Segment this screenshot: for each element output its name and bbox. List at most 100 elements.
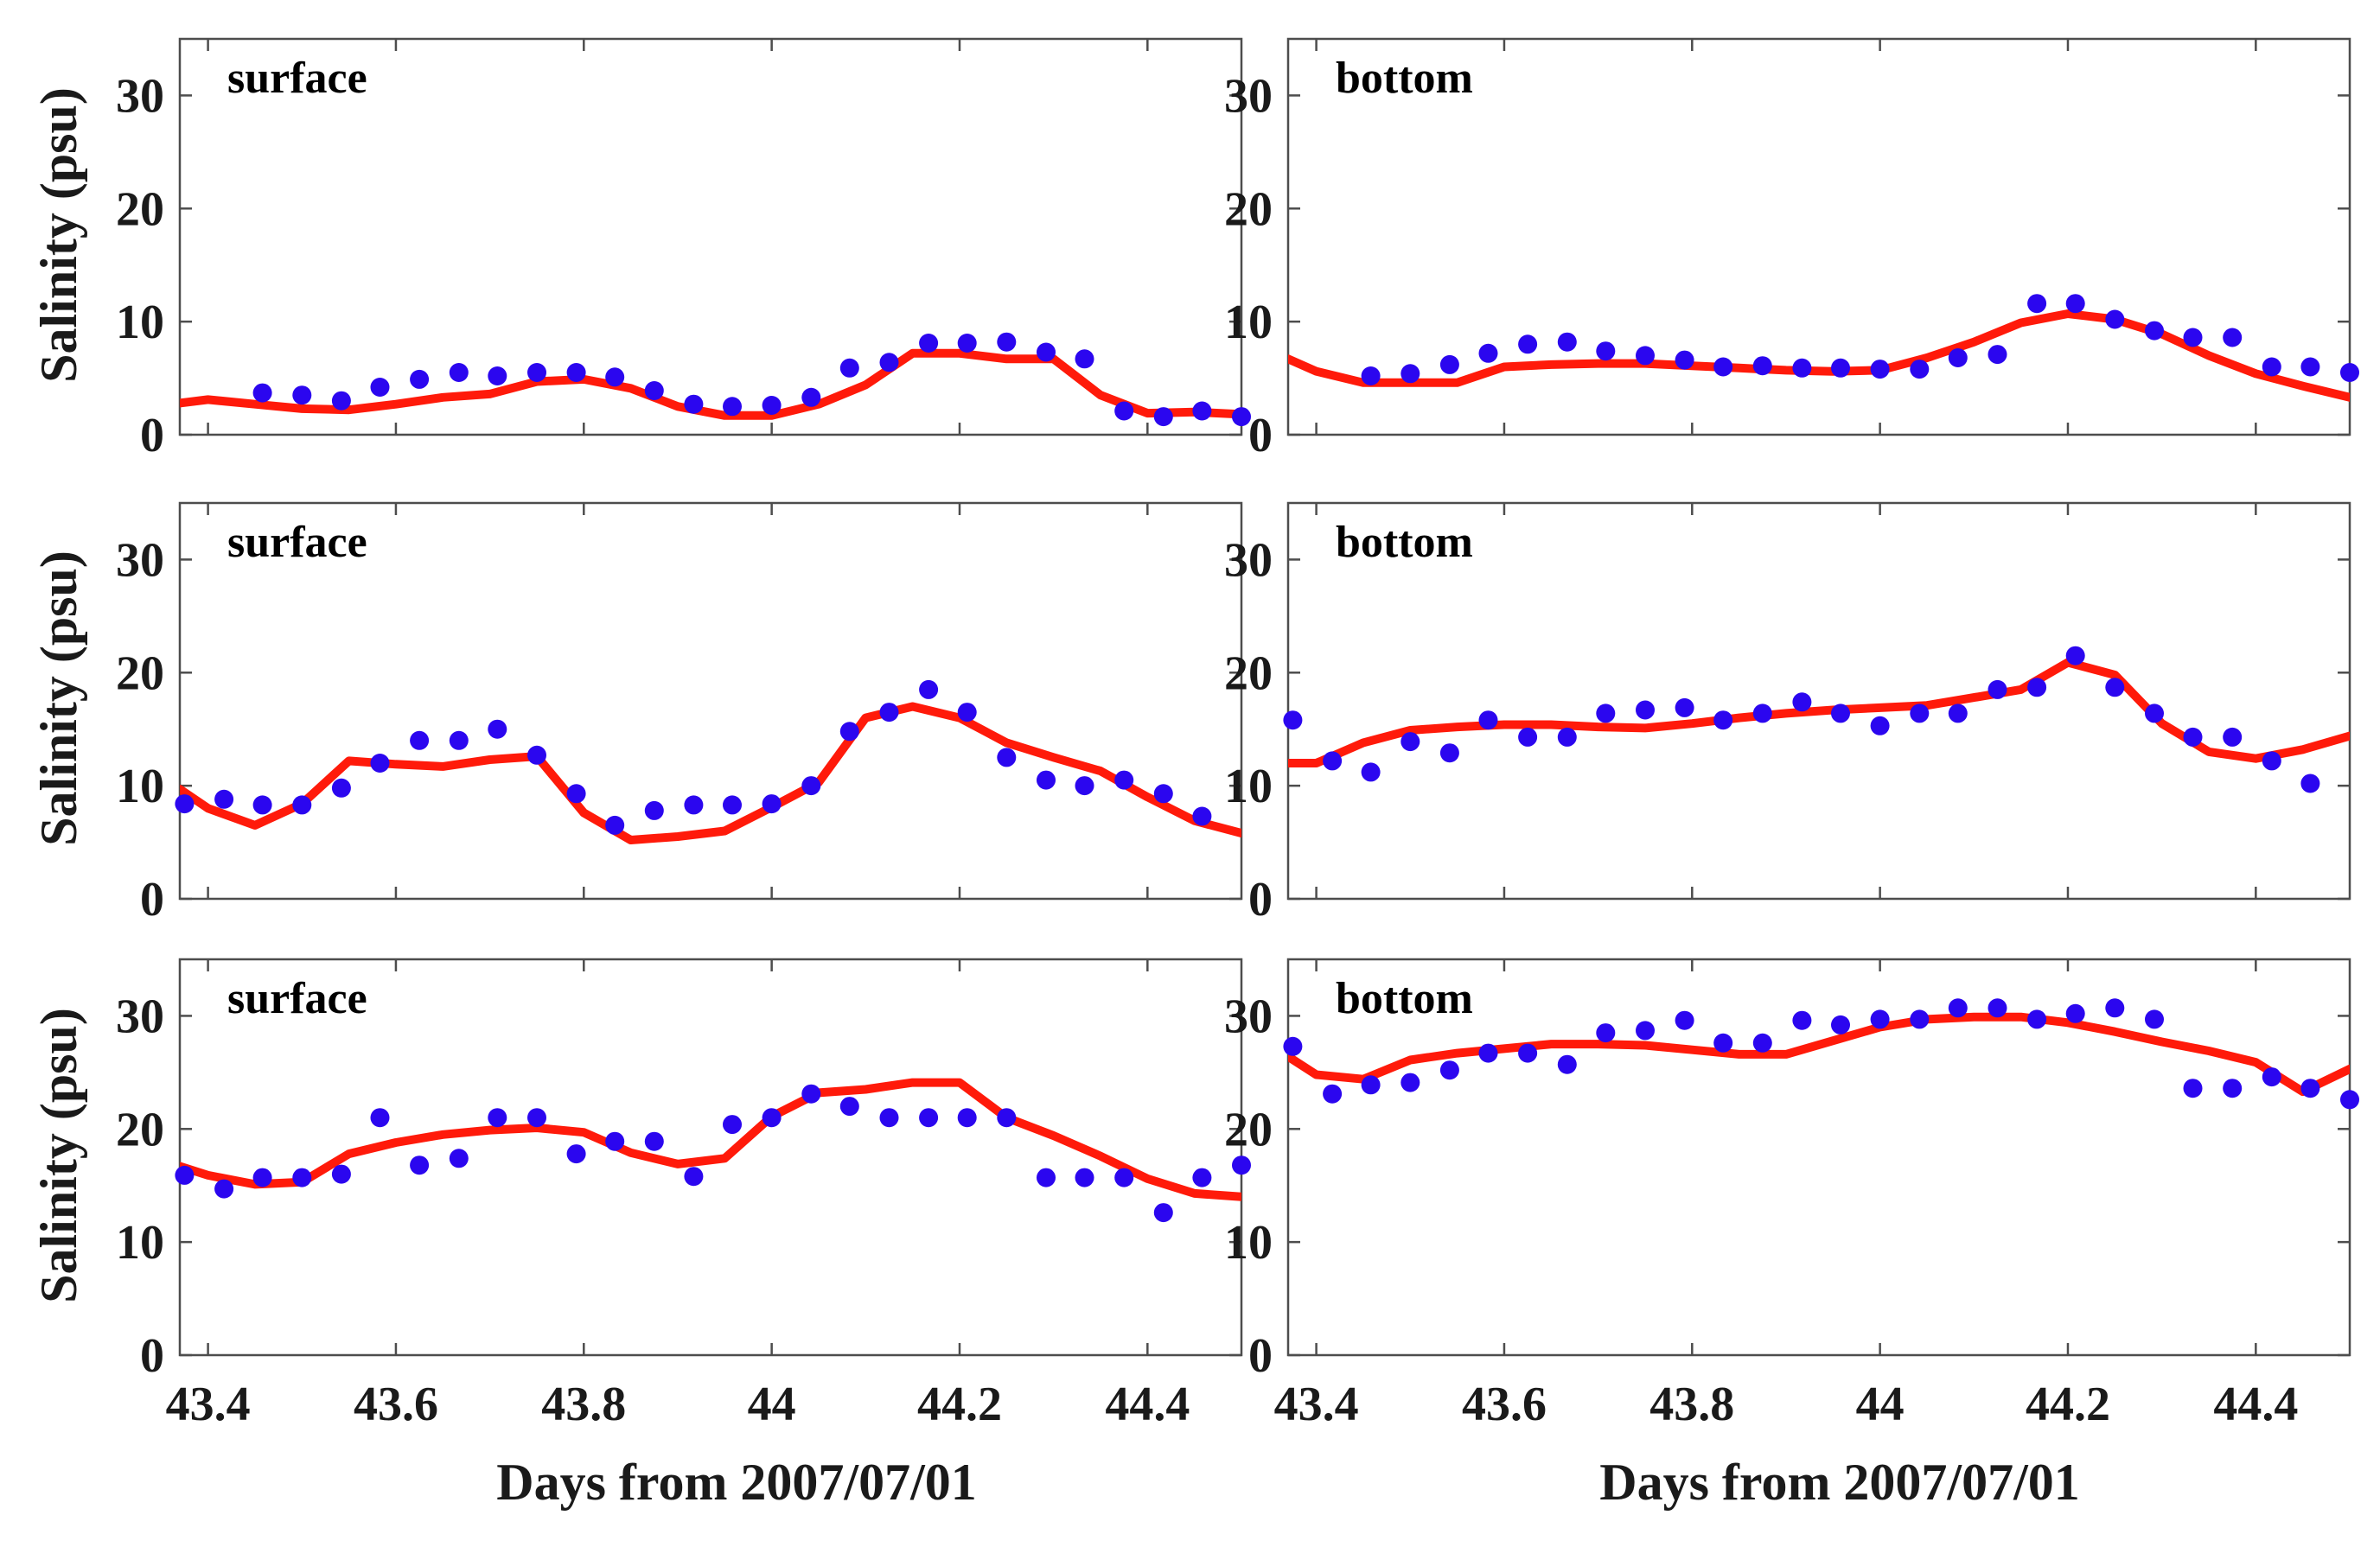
obs-point <box>1557 727 1577 747</box>
panel-5: 0 10 20 30 43.4 43.6 43.8 44 44.2 44.4 surface <box>116 958 1251 1431</box>
panel-1: 0 10 20 30 surface <box>116 37 1251 462</box>
obs-point <box>684 394 704 414</box>
obs-point <box>1792 1010 1812 1030</box>
obs-point <box>957 1108 977 1128</box>
obs-point <box>997 332 1017 352</box>
x-tick-label: 44.2 <box>917 1378 1002 1431</box>
obs-point <box>1232 1155 1251 1175</box>
obs-point <box>1713 1033 1733 1053</box>
panel-6: 0 10 20 30 43.4 43.6 43.8 44 44.2 44.4 bottom <box>1224 958 2359 1431</box>
obs-point <box>1114 1168 1134 1187</box>
panel-3: 0 10 20 30 surface <box>116 501 1243 926</box>
x-tick-label: 43.4 <box>166 1378 251 1431</box>
obs-point <box>1596 1023 1616 1043</box>
obs-point <box>2065 294 2085 314</box>
y-tick-label: 10 <box>1224 296 1273 349</box>
model-line <box>1288 1012 2350 1097</box>
obs-point <box>488 366 507 385</box>
obs-point <box>839 358 859 378</box>
model-line <box>180 1078 1241 1201</box>
obs-point <box>2223 328 2243 347</box>
obs-point <box>1636 700 1655 720</box>
obs-point <box>2145 1009 2164 1029</box>
obs-point <box>762 1108 782 1128</box>
obs-point <box>997 748 1017 767</box>
obs-point <box>370 1108 390 1128</box>
y-tick-label: 30 <box>1224 990 1273 1043</box>
obs-point <box>1075 1168 1094 1187</box>
obs-point <box>2262 751 2281 771</box>
obs-point <box>1988 679 2007 699</box>
y-tick-label: 30 <box>1224 533 1273 587</box>
obs-point <box>723 1115 742 1135</box>
plot-frame <box>178 501 1243 901</box>
panel-label: surface <box>227 518 367 567</box>
x-tick-label: 44.2 <box>2026 1378 2110 1431</box>
y-tick-label: 10 <box>1224 760 1273 813</box>
obs-point <box>1596 341 1616 361</box>
x-tick-label: 43.6 <box>1462 1378 1547 1431</box>
y-tick-label: 30 <box>116 990 164 1043</box>
obs-point <box>1037 770 1056 790</box>
obs-point <box>175 794 195 814</box>
obs-point <box>684 795 704 815</box>
x-tick-label: 44.4 <box>2213 1378 2298 1431</box>
obs-point <box>410 730 430 750</box>
obs-point <box>410 1155 430 1175</box>
obs-point <box>723 795 742 815</box>
obs-point <box>2183 1079 2203 1098</box>
obs-point <box>762 794 782 814</box>
obs-point <box>957 703 977 723</box>
obs-point <box>919 1108 939 1128</box>
obs-point <box>1478 343 1498 363</box>
obs-point <box>605 367 625 387</box>
obs-point <box>1401 732 1420 752</box>
plot-frame <box>1286 501 2351 901</box>
y-tick-label: 20 <box>1224 646 1273 700</box>
y-tick-label: 0 <box>140 1329 164 1383</box>
obs-point <box>2065 646 2085 665</box>
obs-point <box>1075 776 1094 796</box>
obs-point <box>1831 358 1850 378</box>
panel-label: bottom <box>1336 518 1473 567</box>
obs-point <box>566 1144 586 1164</box>
x-tick-label: 44.4 <box>1105 1378 1190 1431</box>
y-tick-label: 20 <box>116 182 164 236</box>
obs-point <box>605 1131 625 1151</box>
obs-point <box>1232 407 1251 427</box>
obs-point <box>2183 727 2203 747</box>
obs-point <box>370 754 390 773</box>
obs-point <box>1675 697 1694 717</box>
obs-point <box>1752 703 1772 723</box>
obs-point <box>2027 294 2047 314</box>
obs-point <box>1114 401 1134 421</box>
plot-frame <box>178 37 1243 436</box>
obs-point <box>1192 401 1212 421</box>
obs-point <box>1636 1021 1655 1041</box>
obs-point <box>331 778 351 798</box>
obs-point <box>252 383 272 403</box>
plot-frame <box>1286 958 2351 1357</box>
x-tick-label: 43.4 <box>1274 1378 1359 1431</box>
obs-point <box>331 391 351 411</box>
obs-point <box>644 381 664 400</box>
obs-point <box>1283 710 1303 730</box>
obs-point <box>1192 806 1212 826</box>
panel-label: surface <box>227 54 367 103</box>
obs-point <box>2065 1003 2085 1023</box>
obs-point <box>1675 350 1694 370</box>
obs-point <box>1323 751 1343 771</box>
obs-point <box>488 719 507 739</box>
y-axis-title-top: Salinity (psu) <box>30 87 87 383</box>
x-axis-title-left: Days from 2007/07/01 <box>496 1454 977 1511</box>
panel-2: 0 10 20 30 bottom <box>1224 37 2359 462</box>
y-tick-label: 20 <box>116 1103 164 1156</box>
obs-point <box>1361 366 1381 385</box>
obs-point <box>1948 703 1968 723</box>
obs-point <box>1596 703 1616 723</box>
obs-point <box>684 1167 704 1187</box>
obs-point <box>762 396 782 415</box>
y-tick-label: 30 <box>116 69 164 123</box>
obs-point <box>801 776 821 796</box>
